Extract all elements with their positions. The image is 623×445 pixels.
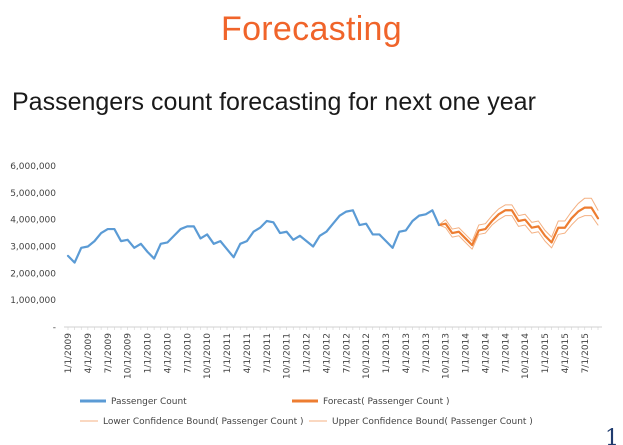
series-line-2 bbox=[438, 215, 599, 250]
legend-label: Forecast( Passenger Count ) bbox=[323, 397, 450, 407]
x-tick-label: 1/1/2011 bbox=[223, 333, 233, 373]
x-tick-label: 4/1/2011 bbox=[243, 333, 253, 373]
x-tick-label: 4/1/2014 bbox=[481, 333, 491, 374]
series-line-0 bbox=[66, 209, 441, 264]
y-axis: - 1,000,000 2,000,000 3,000,000 4,000,000 5,0… bbox=[10, 162, 56, 333]
slide-title: Forecasting bbox=[221, 10, 402, 48]
x-tick-label: 7/1/2013 bbox=[422, 333, 432, 373]
x-axis: 1/1/2009 4/1/2009 7/1/2009 10/1/2009 1/1/201… bbox=[64, 326, 602, 379]
x-tick-label: 10/1/2009 bbox=[124, 333, 134, 379]
legend-label: Lower Confidence Bound( Passenger Count … bbox=[103, 417, 304, 427]
x-tick-label: 4/1/2013 bbox=[402, 333, 412, 373]
x-tick-label: 7/1/2014 bbox=[501, 333, 511, 374]
forecast-line-chart: - 1,000,000 2,000,000 3,000,000 4,000,000 5,0… bbox=[10, 162, 602, 427]
x-tick-label: 1/1/2015 bbox=[541, 333, 551, 373]
series-line-1 bbox=[437, 206, 600, 247]
x-tick-label: 10/1/2014 bbox=[521, 333, 531, 379]
x-tick-label: 7/1/2010 bbox=[183, 333, 193, 374]
y-tick-label: 6,000,000 bbox=[10, 162, 56, 172]
chart-legend: Passenger Count Forecast( Passenger Count… bbox=[80, 397, 533, 427]
y-tick-label: 2,000,000 bbox=[10, 269, 56, 279]
x-tick-label: 7/1/2011 bbox=[263, 333, 273, 373]
x-tick-label: 4/1/2010 bbox=[163, 333, 173, 374]
x-tick-label: 4/1/2012 bbox=[322, 333, 332, 373]
plot-area bbox=[66, 197, 600, 264]
x-tick-label: 10/1/2013 bbox=[442, 333, 452, 379]
legend-label: Upper Confidence Bound( Passenger Count … bbox=[332, 417, 533, 427]
x-tick-label: 10/1/2010 bbox=[203, 333, 213, 379]
y-tick-label: - bbox=[53, 323, 56, 333]
chart-subtitle: Passengers count forecasting for next on… bbox=[12, 88, 536, 116]
x-tick-label: 1/1/2012 bbox=[303, 333, 313, 373]
x-tick-label: 4/1/2015 bbox=[561, 333, 571, 373]
x-tick-label: 7/1/2015 bbox=[581, 333, 591, 373]
legend-label: Passenger Count bbox=[111, 397, 187, 407]
x-tick-label: 10/1/2012 bbox=[362, 333, 372, 379]
x-tick-label: 4/1/2009 bbox=[84, 333, 94, 374]
x-tick-label: 1/1/2010 bbox=[144, 333, 154, 374]
y-tick-label: 3,000,000 bbox=[10, 243, 56, 253]
y-tick-label: 1,000,000 bbox=[10, 296, 56, 306]
x-tick-label: 1/1/2013 bbox=[382, 333, 392, 373]
x-tick-label: 7/1/2009 bbox=[104, 333, 114, 374]
x-tick-label: 7/1/2012 bbox=[342, 333, 352, 373]
x-tick-label: 10/1/2011 bbox=[283, 333, 293, 379]
corner-mark: 1 bbox=[605, 426, 619, 445]
y-tick-label: 5,000,000 bbox=[10, 189, 56, 199]
x-tick-label: 1/1/2009 bbox=[64, 333, 74, 374]
series-line-3 bbox=[438, 197, 599, 242]
x-tick-label: 1/1/2014 bbox=[462, 333, 472, 374]
y-tick-label: 4,000,000 bbox=[10, 216, 56, 226]
